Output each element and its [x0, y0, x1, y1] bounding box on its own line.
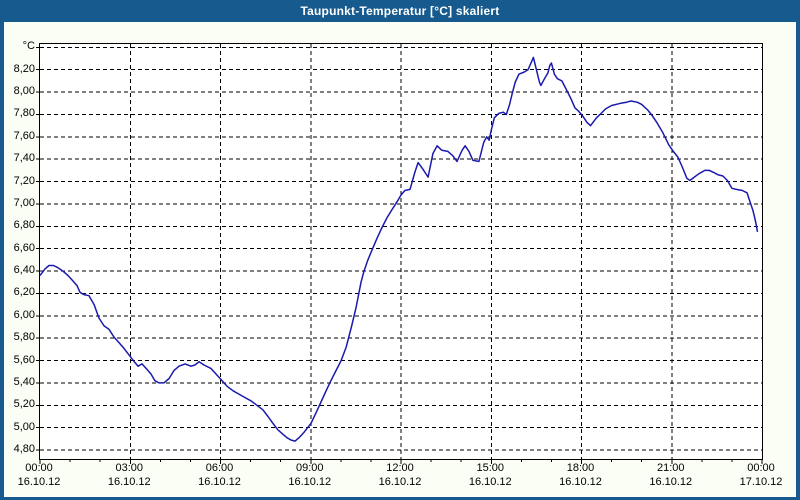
axis-ticks — [36, 46, 763, 464]
x-tick-date: 16.10.12 — [17, 476, 61, 488]
x-tick-date: 16.10.12 — [468, 476, 512, 488]
chart-area: °C 8,20 8,00 7,80 7,60 7,40 7,20 7,00 6,80 6,60 6,… — [4, 22, 796, 497]
x-tick-time: 00:00 — [25, 462, 53, 474]
y-tick-label: 8,00 — [13, 85, 35, 98]
y-tick-label: 5,00 — [13, 420, 35, 433]
x-tick-date: 16.10.12 — [559, 476, 602, 488]
x-tick-date: 17.10.12 — [739, 476, 783, 488]
y-tick-label: 5,40 — [13, 375, 35, 388]
y-tick-label: °C — [22, 40, 35, 53]
x-tick-time: 18:00 — [566, 462, 595, 474]
y-tick-label: 5,80 — [13, 331, 35, 344]
y-tick-label: 7,60 — [13, 129, 35, 142]
x-tick-date: 16.10.12 — [378, 476, 422, 488]
y-tick-label: 5,20 — [13, 398, 35, 411]
x-tick-time: 12:00 — [386, 462, 414, 474]
y-tick-label: 5,60 — [13, 353, 35, 366]
title-bar: Taupunkt-Temperatur [°C] skaliert — [0, 0, 800, 22]
y-tick-label: 6,80 — [13, 219, 35, 232]
y-tick-label: 7,80 — [13, 107, 35, 120]
y-tick-label: 7,20 — [13, 174, 35, 187]
chart-svg — [36, 44, 763, 464]
x-tick-time: 21:00 — [656, 462, 685, 474]
x-tick-time: 03:00 — [115, 462, 144, 474]
y-tick-label: 7,00 — [13, 196, 35, 209]
plot-area — [36, 43, 763, 464]
temperature-line — [39, 56, 759, 442]
y-tick-label: 7,40 — [13, 152, 35, 165]
y-tick-label: 6,60 — [13, 241, 35, 254]
x-tick-date: 16.10.12 — [198, 476, 241, 488]
y-tick-label: 4,80 — [13, 443, 35, 456]
x-tick-date: 16.10.12 — [107, 476, 151, 488]
x-tick-time: 15:00 — [476, 462, 505, 474]
x-tick-time: 06:00 — [205, 462, 234, 474]
x-tick-time: 00:00 — [747, 462, 775, 474]
x-tick-date: 16.10.12 — [649, 476, 693, 488]
window-title: Taupunkt-Temperatur [°C] skaliert — [300, 4, 500, 18]
y-tick-label: 8,20 — [13, 62, 35, 75]
x-tick-date: 16.10.12 — [288, 476, 332, 488]
x-tick-time: 09:00 — [295, 462, 324, 474]
gridlines — [40, 44, 762, 459]
y-tick-label: 6,20 — [13, 286, 35, 299]
y-tick-label: 6,00 — [13, 308, 35, 321]
y-tick-label: 6,40 — [13, 264, 35, 277]
